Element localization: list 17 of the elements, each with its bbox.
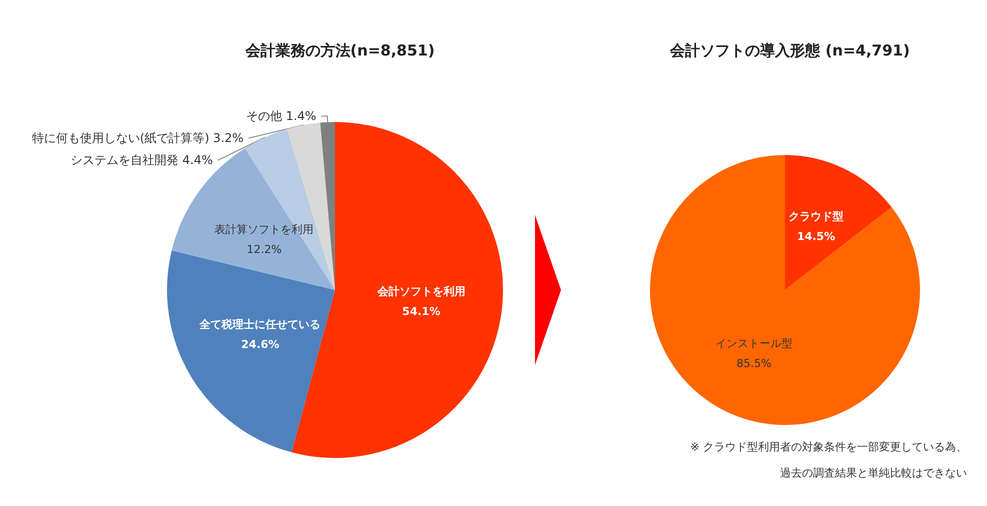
slice-label: インストール型 bbox=[715, 336, 792, 350]
data-label: 12.2% bbox=[246, 242, 282, 256]
text: ※ クラウド型利用者の対象条件を一部変更している為、 bbox=[690, 440, 968, 454]
slice-label: その他 1.4% bbox=[246, 109, 316, 124]
data-label: 24.6% bbox=[241, 338, 280, 351]
slice-label: 表計算ソフトを利用 bbox=[214, 222, 314, 236]
slice-label: 全て税理士に任せている bbox=[198, 318, 321, 331]
data-label: 85.5% bbox=[736, 356, 772, 370]
slice-label: 特に何も使用しない(紙で計算等) 3.2% bbox=[32, 131, 244, 146]
slice-label: 会計ソフトを利用 bbox=[376, 284, 466, 298]
chart-title: 会計ソフトの導入形態 (n=4,791) bbox=[669, 42, 910, 60]
slice-label: クラウド型 bbox=[788, 210, 844, 224]
data-label: 14.5% bbox=[796, 230, 836, 244]
data-label: 54.1% bbox=[402, 304, 440, 318]
text: 過去の調査結果と単純比較はできない bbox=[780, 466, 967, 480]
slice-label: システムを自社開発 4.4% bbox=[70, 153, 213, 168]
chart-title: 会計業務の方法(n=8,851) bbox=[244, 42, 435, 60]
